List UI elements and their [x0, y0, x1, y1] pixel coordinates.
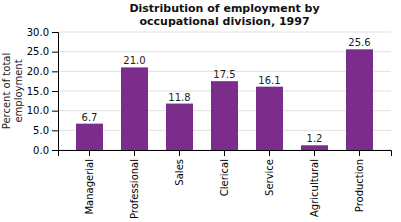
bar [76, 124, 103, 150]
y-tick: 25.0 [27, 46, 58, 57]
marks [76, 49, 373, 150]
y-tick-label: 15.0 [27, 86, 49, 97]
x-tick-label: Production [354, 159, 365, 212]
y-axis: 0.0 5.0 10.0 15.0 20.0 25.0 30.0 [27, 27, 59, 156]
data-label: 11.8 [168, 92, 190, 103]
x-tick-mark [179, 150, 180, 156]
x-tick-label: Service [264, 159, 275, 196]
x-tick-label: Agricultural [309, 159, 320, 217]
bar [301, 145, 328, 150]
y-tick-label: 10.0 [27, 105, 49, 116]
data-label: 25.6 [348, 37, 370, 48]
x-tick-label: Clerical [219, 159, 230, 196]
y-tick: 5.0 [33, 125, 58, 136]
y-tick-mark [52, 130, 58, 131]
data-label: 6.7 [82, 112, 98, 123]
bar [256, 87, 283, 150]
y-tick-label: 5.0 [33, 125, 49, 136]
x-tick: Agricultural [309, 150, 320, 217]
x-axis-line [59, 151, 392, 157]
x-tick-mark [359, 150, 360, 156]
y-tick-mark [52, 52, 58, 53]
x-tick: Managerial [84, 150, 95, 215]
bar [121, 67, 148, 150]
y-tick: 10.0 [27, 105, 58, 116]
x-tick-label: Managerial [84, 159, 95, 215]
grid-line [58, 51, 391, 52]
y-tick-mark [52, 32, 58, 33]
y-axis-title: Percent of totalemployment [1, 53, 24, 130]
x-tick: Clerical [219, 150, 230, 196]
y-tick-mark [52, 91, 58, 92]
x-tick: Service [264, 150, 275, 196]
y-tick-label: 20.0 [27, 66, 49, 77]
x-tick: Sales [174, 150, 185, 186]
x-tick-mark [224, 150, 225, 156]
x-tick-mark [89, 150, 90, 156]
y-tick: 15.0 [27, 86, 58, 97]
x-axis: Managerial Professional Sales Clerical Servi… [59, 150, 392, 219]
x-tick-label: Sales [174, 159, 185, 186]
data-label: 21.0 [123, 55, 145, 66]
data-label: 16.1 [258, 75, 280, 86]
x-tick-mark [314, 150, 315, 156]
grid-line [58, 32, 391, 33]
x-tick-mark [134, 150, 135, 156]
y-axis-line [52, 33, 59, 151]
chart: 0.0 5.0 10.0 15.0 20.0 25.0 30.0 Managerial Prof… [0, 0, 401, 222]
plot: 0.0 5.0 10.0 15.0 20.0 25.0 30.0 Managerial Prof… [1, 27, 392, 219]
y-tick-label: 30.0 [27, 27, 49, 38]
x-tick: Professional [129, 150, 140, 219]
y-tick-label: 0.0 [33, 145, 49, 156]
y-tick-label: 25.0 [27, 46, 49, 57]
title: Distribution of employment byoccupationa… [129, 2, 319, 28]
bar [211, 81, 238, 150]
y-tick-mark [52, 71, 58, 72]
x-tick: Production [354, 150, 365, 212]
data-labels: 6.7 21.0 11.8 17.5 16.1 1.2 25.6 [82, 37, 371, 144]
x-tick-mark [269, 150, 270, 156]
y-tick: 0.0 [33, 145, 58, 156]
x-tick-label: Professional [129, 159, 140, 219]
y-tick-mark [52, 150, 58, 151]
data-label: 1.2 [307, 133, 323, 144]
y-tick-mark [52, 111, 58, 112]
bar [166, 104, 193, 150]
data-label: 17.5 [213, 69, 235, 80]
y-tick: 30.0 [27, 27, 58, 38]
bar [346, 49, 373, 150]
grid [58, 32, 391, 150]
y-tick: 20.0 [27, 66, 58, 77]
